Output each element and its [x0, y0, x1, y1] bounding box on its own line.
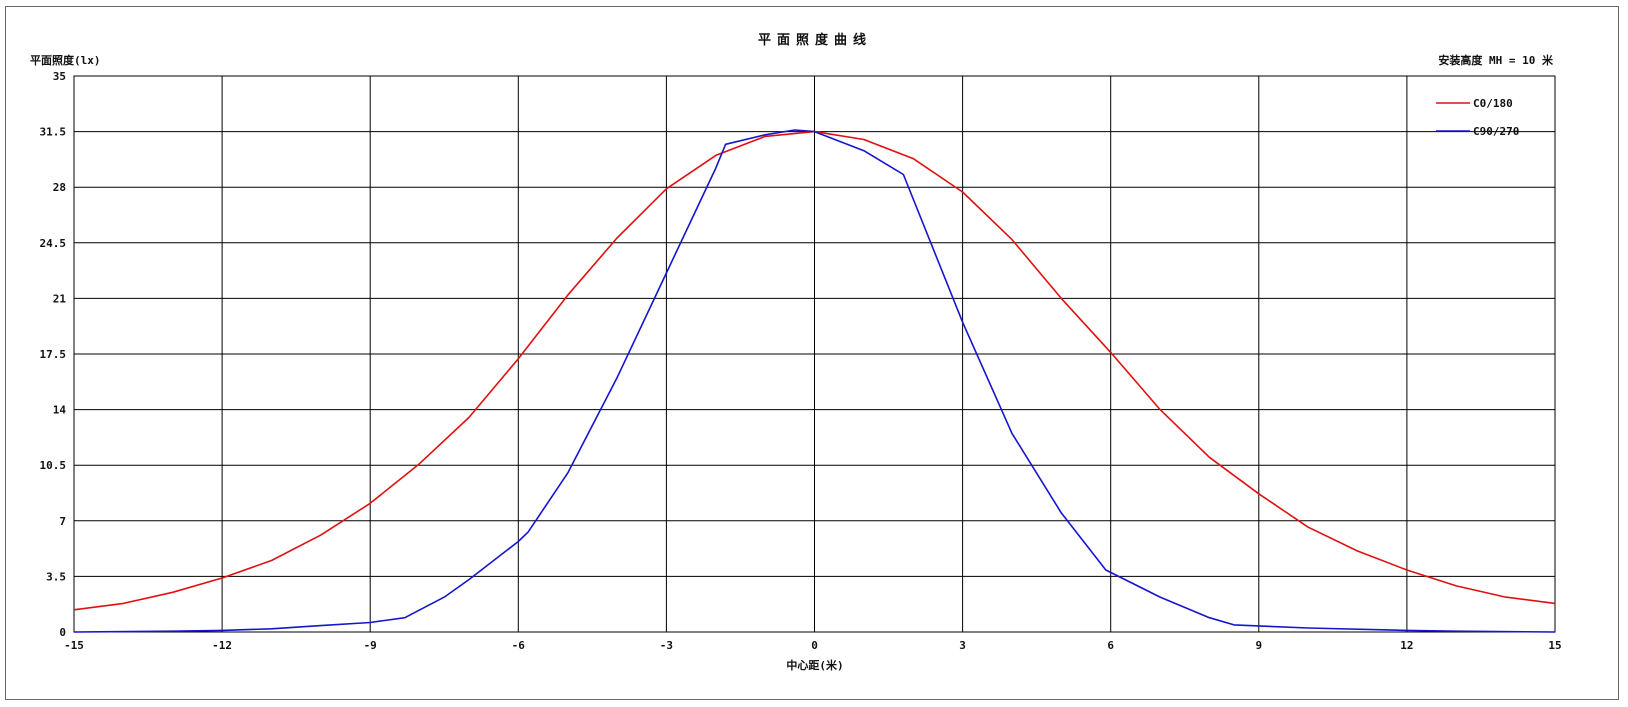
x-tick-label: 12 [1400, 639, 1413, 652]
y-tick-labels: 0 3.5 7 10.5 14 17.5 21 24.5 28 31.5 35 [40, 70, 67, 639]
x-tick-label: 9 [1255, 639, 1262, 652]
x-tick-label: -9 [364, 639, 377, 652]
x-tick-label: -3 [660, 639, 673, 652]
legend-label-c0-180: C0/180 [1473, 97, 1513, 110]
y-tick-label: 17.5 [40, 348, 67, 361]
x-tick-label: 6 [1107, 639, 1114, 652]
x-tick-label: 3 [959, 639, 966, 652]
series-layer [73, 129, 1556, 633]
y-tick-label: 21 [53, 292, 67, 305]
x-tick-label: -15 [64, 639, 84, 652]
x-tick-labels: -15 -12 -9 -6 -3 0 3 6 9 12 15 [64, 639, 1562, 652]
y-tick-label: 28 [53, 181, 66, 194]
y-tick-label: 7 [59, 515, 66, 528]
y-tick-label: 24.5 [40, 237, 67, 250]
y-tick-label: 10.5 [40, 459, 67, 472]
x-tick-label: -6 [512, 639, 526, 652]
y-tick-label: 3.5 [46, 570, 66, 583]
chart-frame [5, 6, 1619, 700]
x-tick-label: 0 [811, 639, 818, 652]
x-tick-label: 15 [1548, 639, 1561, 652]
x-axis-label: 中心距(米) [786, 658, 843, 672]
y-tick-label: 14 [53, 404, 67, 417]
chart-title: 平面照度曲线 [758, 32, 872, 48]
legend: C0/180 C90/270 [1436, 97, 1519, 138]
y-tick-label: 35 [53, 70, 66, 83]
y-axis-label: 平面照度(lx) [30, 53, 101, 67]
y-tick-label: 0 [59, 626, 66, 639]
series-line-c90-270 [73, 129, 1556, 633]
mount-height-note: 安装高度 MH = 10 米 [1438, 53, 1554, 67]
legend-label-c90-270: C90/270 [1473, 125, 1519, 138]
y-tick-label: 31.5 [40, 126, 67, 139]
x-tick-label: -12 [212, 639, 232, 652]
